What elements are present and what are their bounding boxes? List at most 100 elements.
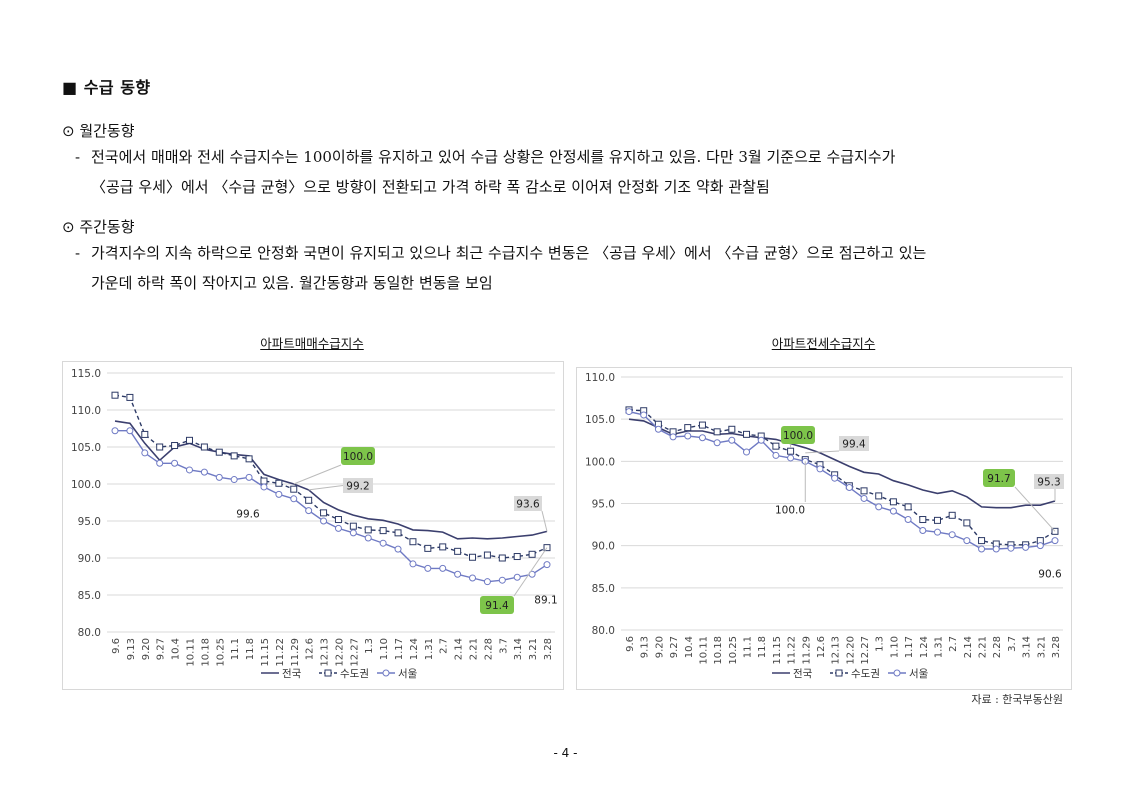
x-tick-label: 11.22 <box>787 636 798 665</box>
x-tick-label: 11.29 <box>801 636 812 665</box>
legend-label: 전국 <box>282 668 302 680</box>
x-tick-label: 2.21 <box>978 636 989 658</box>
x-tick-label: 9.13 <box>126 638 137 660</box>
data-point <box>141 430 149 438</box>
data-point <box>171 442 179 450</box>
y-tick-label: 85.0 <box>592 583 615 595</box>
data-point <box>454 570 462 578</box>
gridlines <box>107 372 555 633</box>
data-point <box>454 547 462 555</box>
data-point <box>772 442 780 450</box>
data-point <box>275 490 283 498</box>
data-point <box>111 427 119 435</box>
x-tick-label: 2.21 <box>469 638 480 660</box>
data-point <box>978 537 986 545</box>
x-tick-label: 2.14 <box>454 638 465 660</box>
data-point <box>713 439 721 447</box>
x-tick-label: 12.27 <box>860 636 871 665</box>
data-label: 99.6 <box>236 509 260 521</box>
data-point <box>831 474 839 482</box>
x-tick-label: 9.6 <box>111 638 122 654</box>
y-tick-label: 95.0 <box>592 499 615 511</box>
x-tick-label: 3.14 <box>513 638 524 660</box>
data-point <box>904 516 912 524</box>
x-tick-label: 10.18 <box>200 638 211 667</box>
x-tick-label: 9.20 <box>654 636 665 658</box>
x-tick-label: 12.6 <box>816 636 827 658</box>
data-point <box>364 534 372 542</box>
y-tick-label: 80.0 <box>78 627 101 639</box>
data-point <box>1051 527 1059 535</box>
data-point <box>379 539 387 547</box>
x-tick-label: 3.28 <box>1051 636 1062 658</box>
x-tick-label: 3.28 <box>543 638 554 660</box>
weekly-line-1: 가격지수의 지속 하락으로 안정화 국면이 유지되고 있으나 최근 수급지수 변… <box>91 244 927 262</box>
data-point <box>787 447 795 455</box>
data-point <box>409 538 417 546</box>
data-point <box>1022 543 1030 551</box>
data-point <box>200 468 208 476</box>
data-point <box>772 451 780 459</box>
x-tick-label: 1.10 <box>379 638 390 660</box>
legend-marker <box>835 669 843 677</box>
data-point <box>728 425 736 433</box>
data-label: 95.3 <box>1037 477 1060 489</box>
data-point <box>698 434 706 442</box>
data-point <box>875 492 883 500</box>
data-point <box>483 578 491 586</box>
y-tick-label: 115.0 <box>71 368 101 380</box>
data-point <box>290 495 298 503</box>
data-point <box>320 509 328 517</box>
x-tick-label: 3.14 <box>1022 636 1033 658</box>
data-label: 100.0 <box>343 451 373 463</box>
data-point <box>743 430 751 438</box>
x-tick-label: 12.27 <box>349 638 360 667</box>
x-tick-label: 11.1 <box>230 638 241 660</box>
x-tick-label: 10.25 <box>728 636 739 665</box>
legend-label: 전국 <box>793 668 813 680</box>
annotation-leader <box>513 547 548 597</box>
legend: 전국 수도권 서울 <box>261 668 418 680</box>
data-label: 91.4 <box>485 600 509 612</box>
x-tick-label: 1.31 <box>933 636 944 658</box>
annotation-leader <box>1014 486 1056 532</box>
x-tick-label: 12.6 <box>305 638 316 660</box>
x-tick-label: 11.29 <box>290 638 301 667</box>
x-tick-label: 10.18 <box>713 636 724 665</box>
series-line-capital <box>114 394 548 559</box>
annotation-highlight <box>1034 474 1064 489</box>
data-label: 100.0 <box>783 430 813 442</box>
data-point <box>141 449 149 457</box>
annotation-leader <box>541 510 548 532</box>
data-point <box>513 573 521 581</box>
y-tick-label: 80.0 <box>592 625 615 637</box>
x-tick-label: 1.10 <box>889 636 900 658</box>
series-line-national <box>114 420 548 540</box>
data-point <box>498 554 506 562</box>
data-point <box>978 545 986 553</box>
data-point <box>245 455 253 463</box>
x-tick-label: 1.3 <box>364 638 375 654</box>
x-tick-label: 1.31 <box>424 638 435 660</box>
y-tick-label: 110.0 <box>71 405 101 417</box>
data-label: 91.7 <box>987 473 1010 485</box>
data-point <box>126 393 134 401</box>
legend-marker <box>382 669 390 677</box>
data-point <box>963 537 971 545</box>
annotation-highlight <box>839 436 869 451</box>
data-point <box>528 550 536 558</box>
data-point <box>439 543 447 551</box>
section-title-text: 수급 동향 <box>83 78 151 97</box>
x-tick-label: 11.22 <box>275 638 286 667</box>
sale-chart-title: 아파트매매수급지수 <box>260 336 364 351</box>
gridlines <box>621 376 1063 631</box>
x-tick-label: 3.7 <box>498 638 509 654</box>
y-tick-label: 90.0 <box>78 553 101 565</box>
x-tick-label: 11.8 <box>245 638 256 660</box>
y-tick-label: 100.0 <box>71 479 101 491</box>
legend-label: 서울 <box>909 668 929 680</box>
x-tick-label: 12.20 <box>845 636 856 665</box>
data-point <box>963 519 971 527</box>
page-number: - 4 - <box>553 746 578 760</box>
data-point <box>1051 537 1059 545</box>
